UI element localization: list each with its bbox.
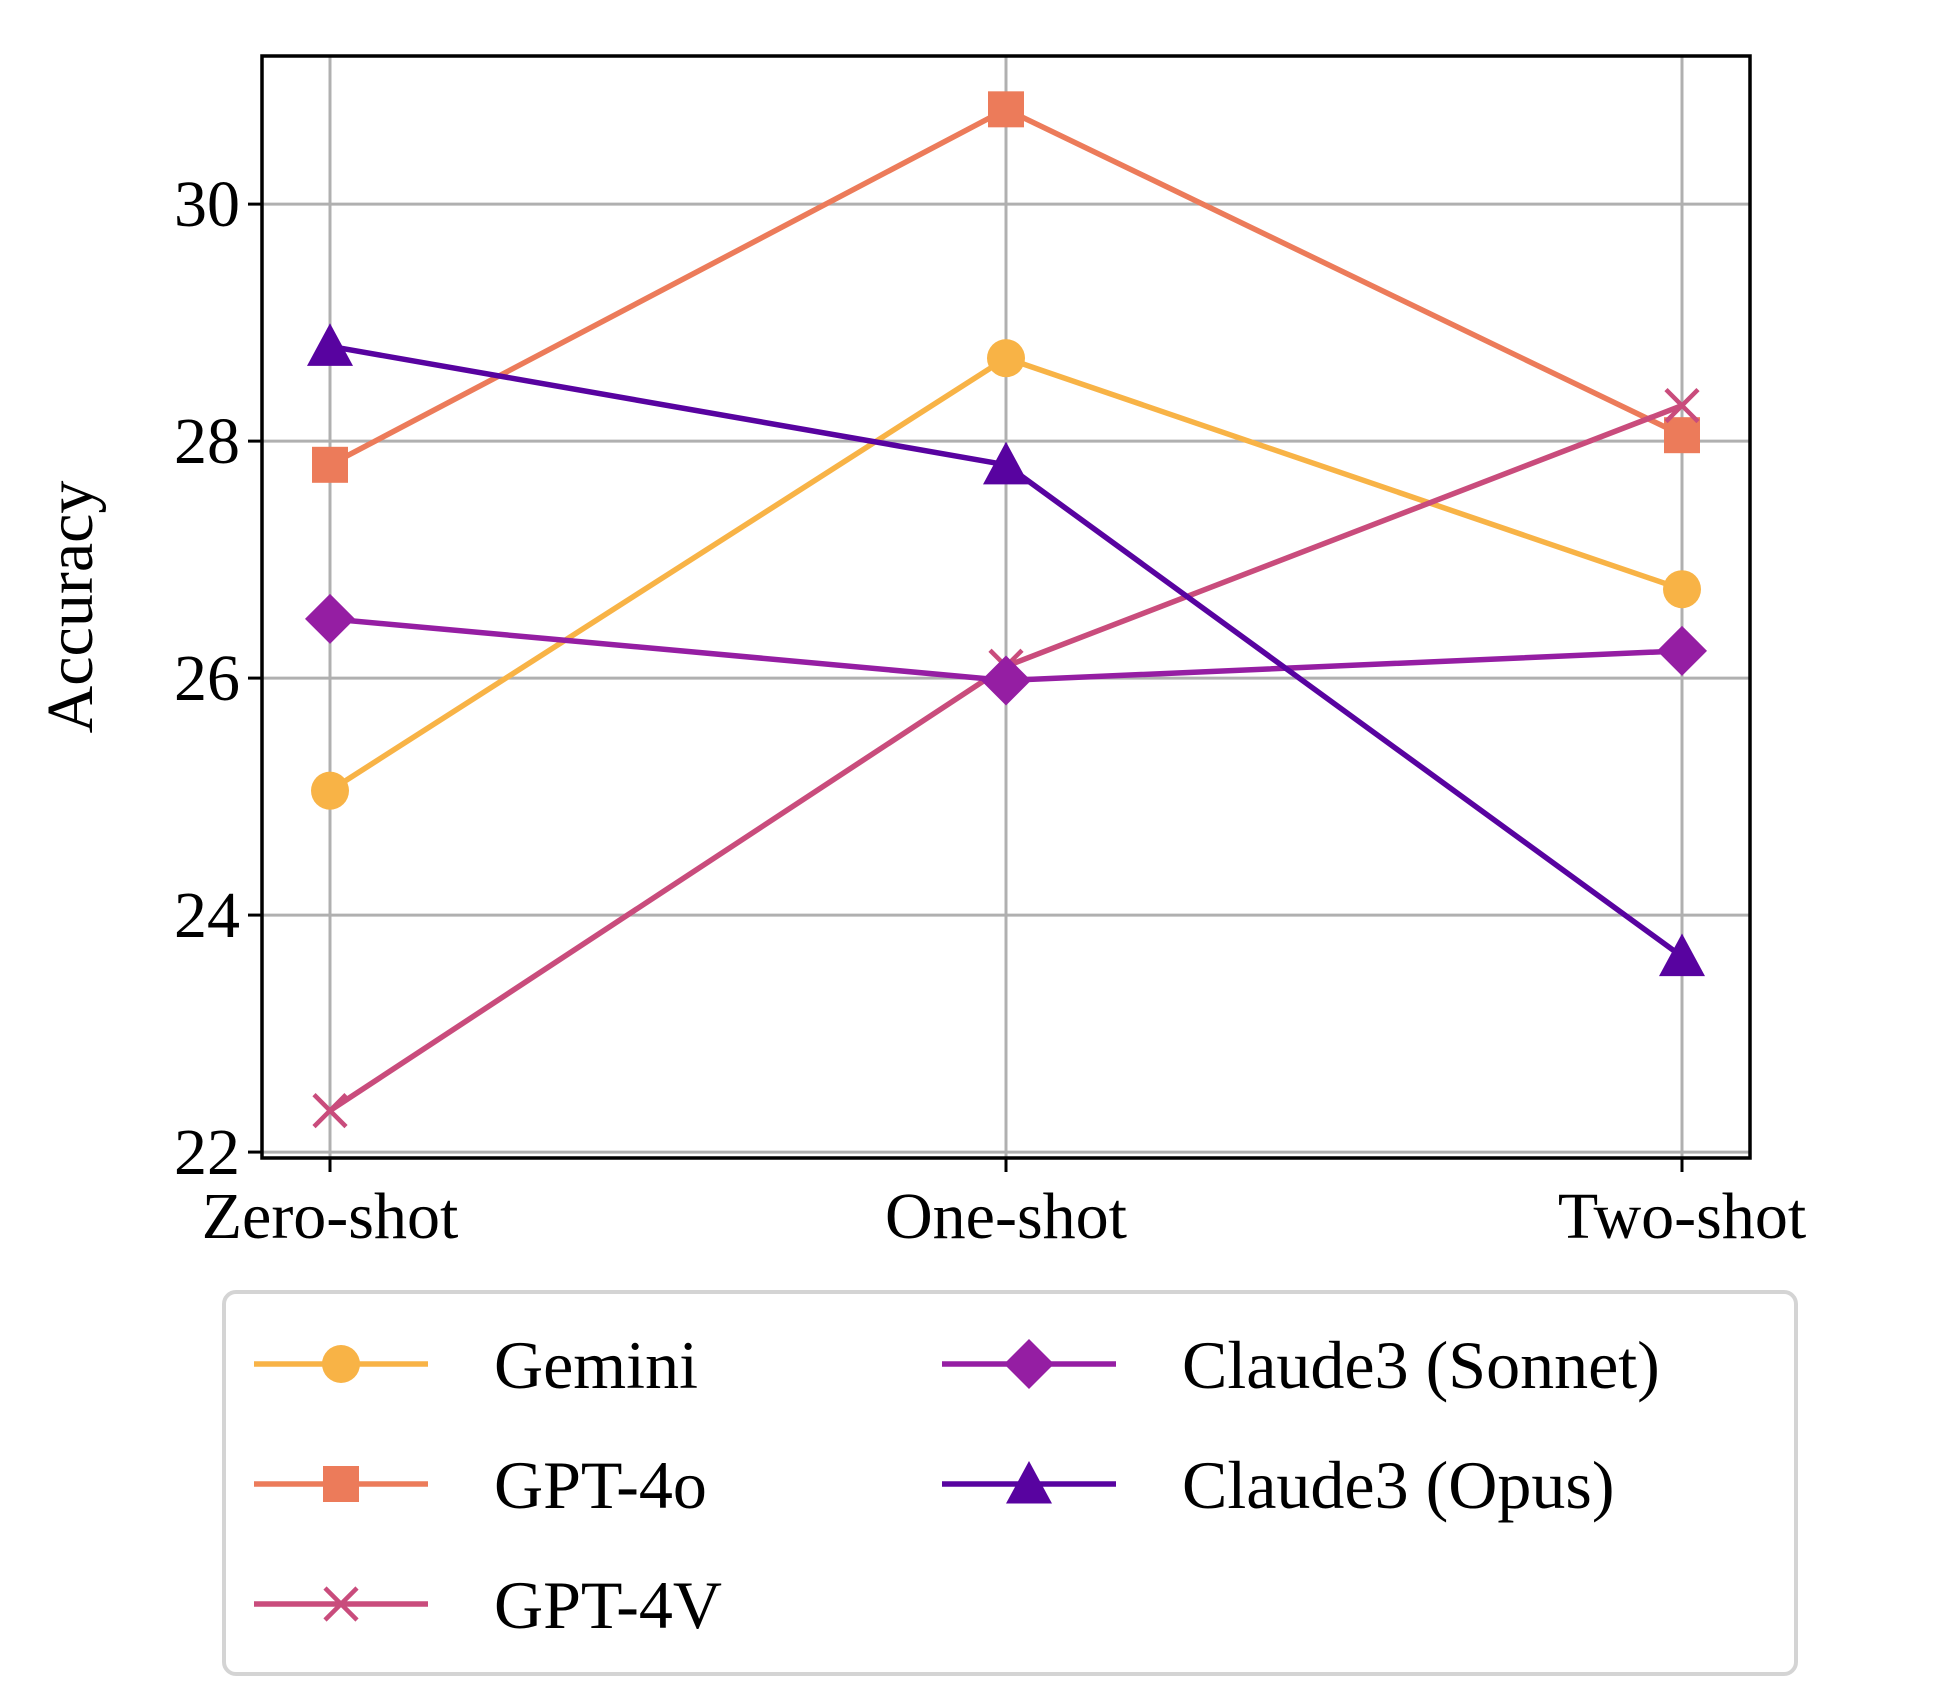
series-gpt-4o — [312, 91, 1700, 483]
series-claude3-opus — [307, 323, 1705, 977]
data-point — [1004, 1339, 1054, 1389]
data-point — [1664, 417, 1700, 454]
y-tick-label: 30 — [174, 168, 240, 241]
legend-item: Claude3 (Opus) — [942, 1447, 1614, 1523]
grid-lines — [262, 56, 1750, 1158]
legend-label: Claude3 (Sonnet) — [1182, 1327, 1660, 1403]
data-point — [1663, 570, 1701, 609]
data-point-stroke — [312, 1093, 348, 1129]
data-point — [312, 446, 348, 483]
legend: Gemini GPT-4o GPT-4V Claude3 (Sonnet) Claude… — [222, 1290, 1798, 1676]
x-tick-label: One-shot — [885, 1180, 1127, 1253]
x-tick-label: Two-shot — [1558, 1180, 1806, 1253]
data-point — [305, 593, 355, 644]
y-axis-title: Accuracy — [34, 481, 107, 734]
legend-item: GPT-4V — [254, 1567, 722, 1643]
legend-label: Claude3 (Opus) — [1182, 1447, 1614, 1523]
data-point-stroke — [1664, 387, 1700, 424]
axes — [248, 54, 1752, 1172]
legend-label: Gemini — [494, 1327, 698, 1403]
legend-label: GPT-4V — [494, 1567, 722, 1643]
y-tick-label: 28 — [174, 405, 240, 478]
y-tick-label: 26 — [174, 642, 240, 715]
axis-labels: 22 24 26 28 30 Zero-shot One-shot Two-shot Accur… — [34, 168, 1806, 1253]
data-point — [987, 339, 1025, 378]
data-point — [323, 1466, 359, 1502]
data-point — [1657, 625, 1707, 676]
legend-item: GPT-4o — [254, 1447, 707, 1523]
data-point — [1659, 933, 1705, 977]
data-point — [1006, 1461, 1052, 1504]
x-tick-label: Zero-shot — [202, 1180, 459, 1253]
legend-item: Claude3 (Sonnet) — [942, 1327, 1660, 1403]
series-gemini — [311, 339, 1701, 810]
legend-label: GPT-4o — [494, 1447, 707, 1523]
data-point — [981, 655, 1031, 706]
data-point — [988, 91, 1024, 128]
series-claude3-sonnet — [305, 593, 1707, 706]
y-tick-label: 24 — [174, 879, 240, 952]
data-point — [1664, 387, 1700, 424]
data-point — [312, 1093, 348, 1129]
data-point-stroke — [323, 1586, 359, 1622]
data-point — [983, 441, 1029, 485]
data-point — [323, 1586, 359, 1622]
data-point — [322, 1345, 360, 1383]
y-tick-label: 22 — [174, 1116, 240, 1189]
legend-item: Gemini — [254, 1327, 698, 1403]
series-lines — [305, 91, 1707, 1129]
data-point — [311, 771, 349, 810]
data-point — [307, 323, 353, 366]
